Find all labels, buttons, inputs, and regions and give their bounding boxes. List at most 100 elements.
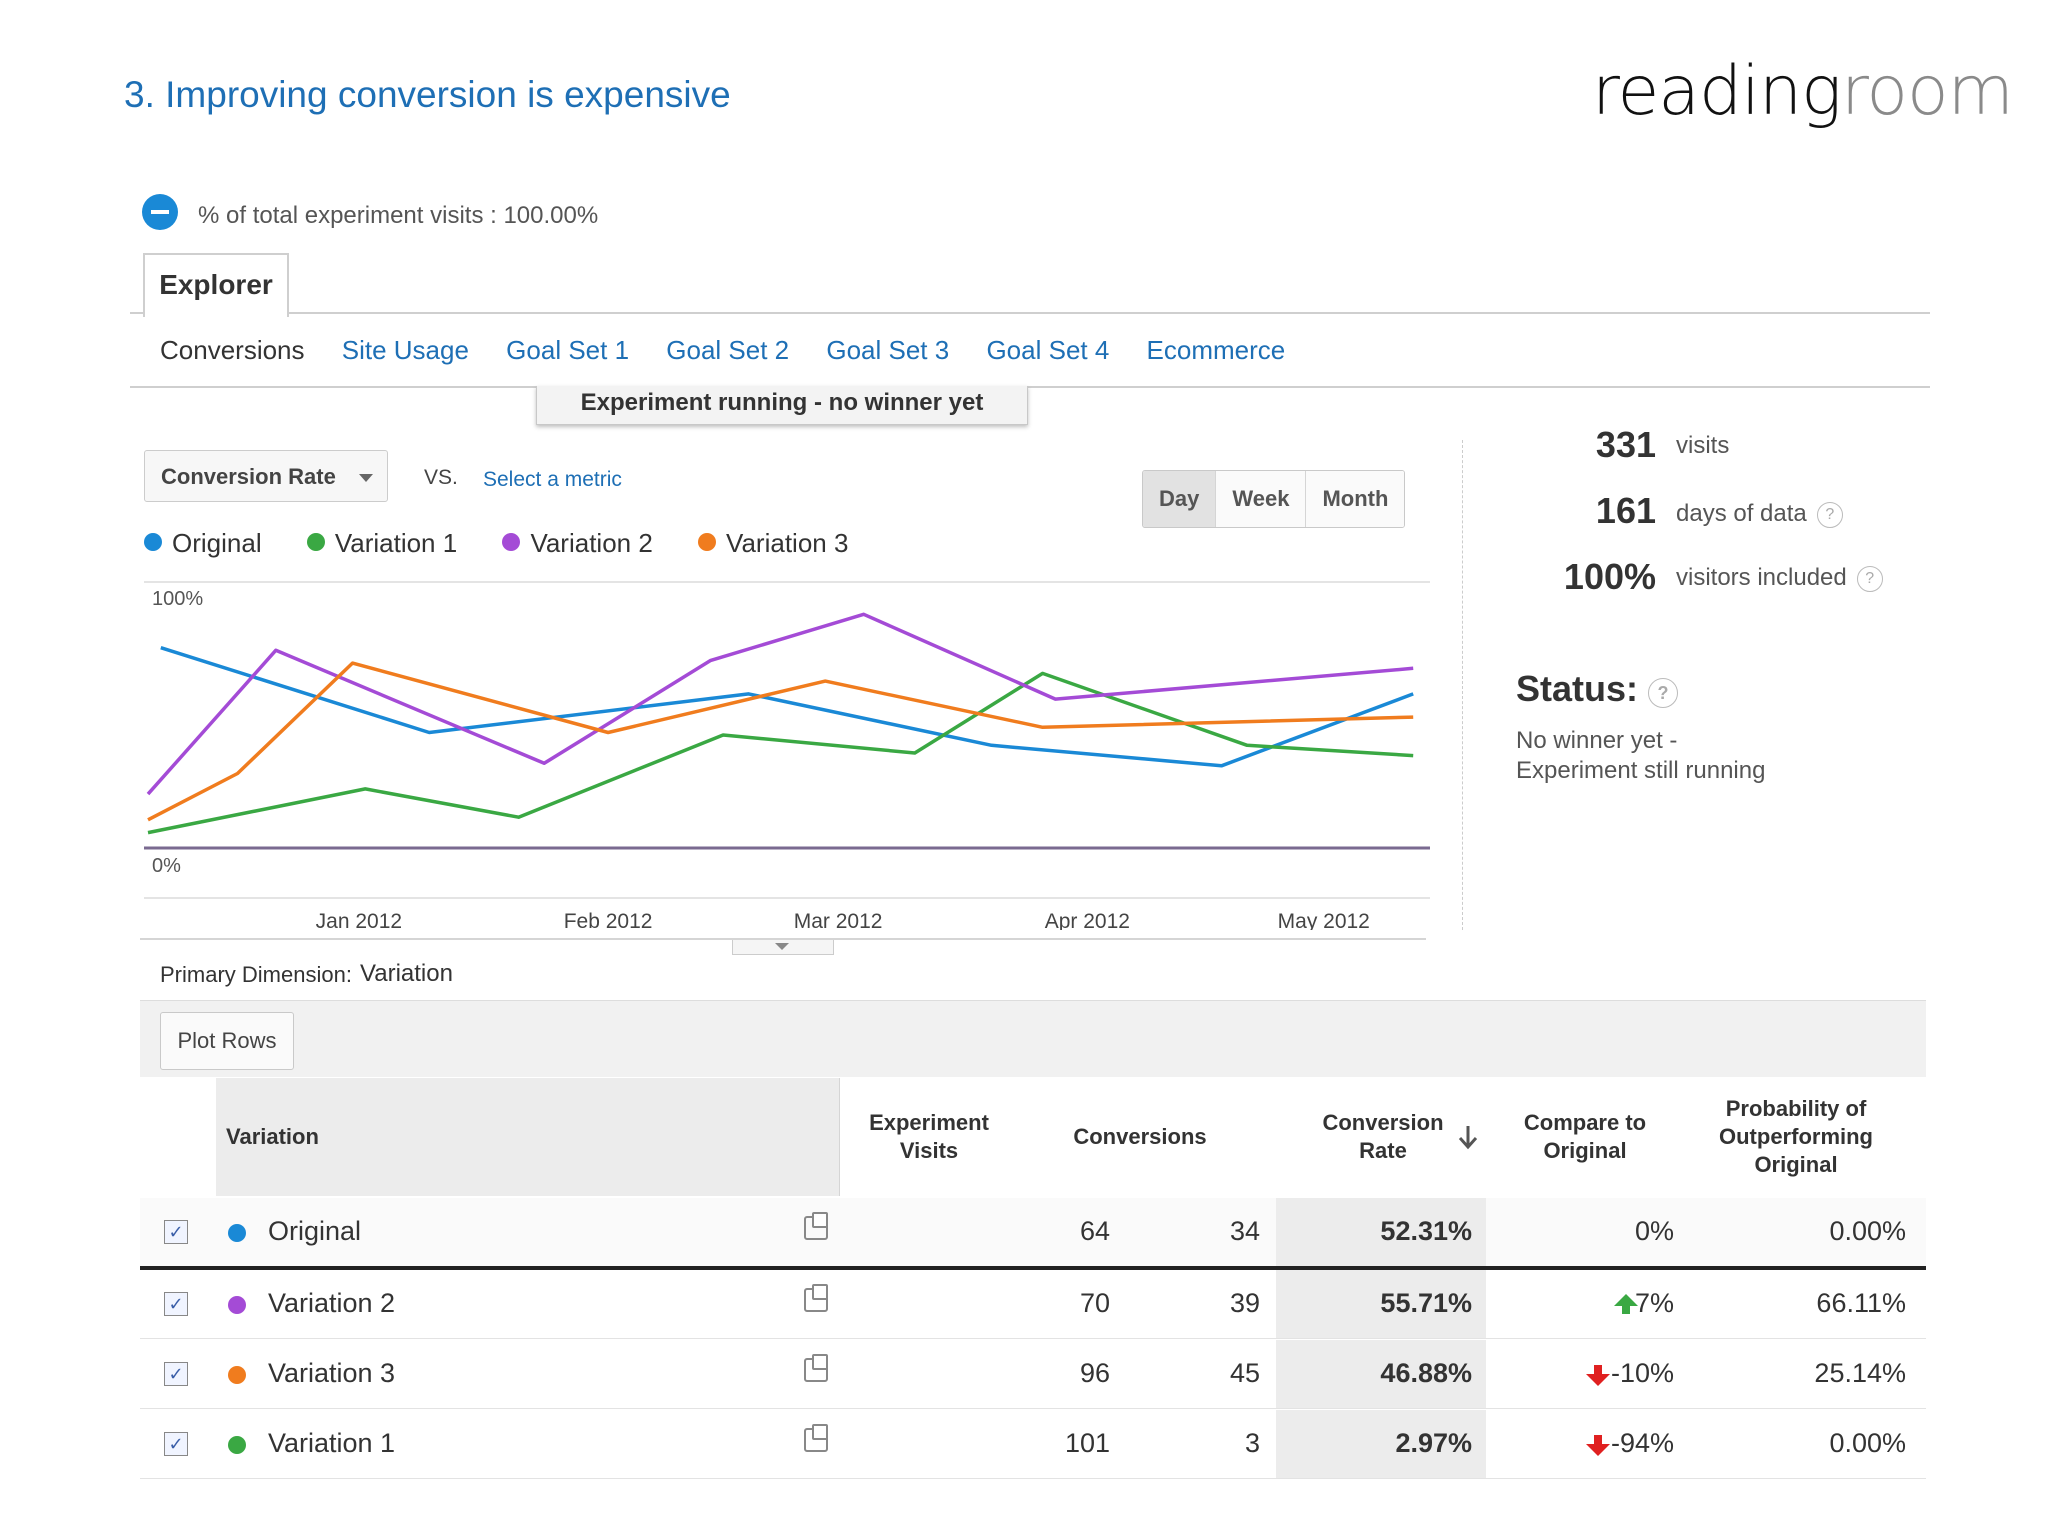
y-axis-label-bottom: 0%: [152, 855, 181, 877]
variation-name[interactable]: Variation 3: [268, 1358, 396, 1388]
status-line-1: No winner yet -: [1516, 727, 1678, 754]
row-checkbox[interactable]: ✓: [164, 1362, 188, 1386]
header-prob-line-3: Original: [1754, 1152, 1838, 1177]
status-title-text: Status:: [1516, 668, 1639, 709]
variation-color-dot: [228, 1296, 246, 1314]
variation-color-dot: [228, 1366, 246, 1384]
stats-divider: [1462, 440, 1463, 930]
trend-down-icon: [1586, 1365, 1610, 1386]
subtab-site-usage[interactable]: Site Usage: [341, 335, 469, 365]
chart-series-group: [146, 612, 1414, 835]
row-checkbox[interactable]: ✓: [164, 1432, 188, 1456]
status-heading: Status:?: [1516, 668, 1679, 710]
compare-to-original-value: 0%: [1634, 1216, 1674, 1246]
x-tick-label: Feb 2012: [564, 910, 653, 930]
subtab-ecommerce[interactable]: Ecommerce: [1146, 335, 1286, 365]
metric-dropdown-value: Conversion Rate: [161, 464, 336, 489]
trend-down-icon: [1586, 1435, 1610, 1456]
conversion-rate-value: 55.71%: [1380, 1288, 1472, 1318]
logo-part-room: room: [1840, 52, 2014, 131]
column-header-experiment-visits[interactable]: Experiment Visits: [846, 1078, 1012, 1196]
variation-color-dot: [228, 1224, 246, 1242]
row-checkbox[interactable]: ✓: [164, 1292, 188, 1316]
row-separator: [140, 1408, 1926, 1409]
header-compare-line-1: Compare to: [1523, 1110, 1647, 1135]
legend-label-variation-3: Variation 3: [726, 528, 849, 558]
metric-dropdown[interactable]: Conversion Rate: [144, 450, 388, 502]
row-separator: [140, 1266, 1926, 1270]
variation-name[interactable]: Variation 2: [268, 1288, 396, 1318]
legend-label-original: Original: [172, 528, 262, 558]
row-separator: [140, 1338, 1926, 1339]
column-header-conversions[interactable]: Conversions: [1073, 1124, 1207, 1149]
open-in-new-window-icon[interactable]: [804, 1284, 828, 1312]
subtab-conversions[interactable]: Conversions: [160, 335, 305, 365]
series-line-variation-2: [146, 612, 1414, 796]
probability-value: 66.11%: [1816, 1288, 1906, 1318]
chart-collapse-handle[interactable]: [732, 940, 834, 955]
legend-item-variation-1: Variation 1: [306, 528, 457, 559]
column-header-compare-to-original[interactable]: Compare to Original: [1496, 1078, 1674, 1196]
subtab-goal-set-4[interactable]: Goal Set 4: [986, 335, 1110, 365]
chevron-down-icon: [359, 474, 373, 482]
period-toggle-group: Day Week Month: [1142, 470, 1406, 528]
series-line-variation-3: [147, 661, 1414, 822]
header-prob-line-2: Outperforming: [1719, 1124, 1873, 1149]
trend-up-icon: [1614, 1294, 1638, 1314]
collapse-segment-icon[interactable]: [142, 194, 178, 230]
open-in-new-window-icon[interactable]: [804, 1424, 828, 1452]
column-header-conversion-rate[interactable]: Conversion Rate: [1288, 1078, 1478, 1196]
chart-bottom-border: [140, 938, 1426, 940]
y-axis-label-top: 100%: [152, 588, 203, 610]
experiment-visits-value: 101: [1064, 1428, 1110, 1458]
conversions-value: 34: [1229, 1216, 1260, 1246]
probability-value: 0.00%: [1829, 1216, 1906, 1246]
open-in-new-window-icon[interactable]: [804, 1212, 828, 1240]
column-header-variation[interactable]: Variation: [216, 1078, 840, 1196]
row-checkbox[interactable]: ✓: [164, 1220, 188, 1244]
compare-to-original-value: -94%: [1610, 1428, 1674, 1458]
select-metric-link[interactable]: Select a metric: [483, 468, 622, 491]
help-icon[interactable]: ?: [1648, 678, 1679, 708]
tab-explorer[interactable]: Explorer: [143, 253, 289, 317]
legend-item-variation-2: Variation 2: [502, 528, 653, 559]
legend-label-variation-2: Variation 2: [530, 528, 653, 558]
experiment-visits-value: 96: [1079, 1358, 1110, 1388]
header-rate-line-1: Conversion: [1322, 1110, 1444, 1135]
variation-color-dot: [228, 1436, 246, 1454]
subtab-goal-set-1[interactable]: Goal Set 1: [506, 335, 630, 365]
visitors-label-text: visitors included: [1676, 564, 1847, 591]
subtab-goal-set-3[interactable]: Goal Set 3: [826, 335, 950, 365]
legend-item-variation-3: Variation 3: [698, 528, 848, 559]
period-month-button[interactable]: Month: [1305, 471, 1405, 527]
table-row: ✓ Original 64 34 52.31% 0% 0.00%: [140, 1198, 1926, 1266]
logo-part-reading: reading: [1592, 52, 1842, 131]
conversion-rate-value: 2.97%: [1395, 1428, 1472, 1458]
variation-name[interactable]: Variation 1: [268, 1428, 396, 1458]
primary-dimension-value[interactable]: Variation: [360, 960, 453, 987]
plot-rows-button[interactable]: Plot Rows: [160, 1012, 294, 1070]
help-icon[interactable]: ?: [1816, 502, 1843, 528]
subtab-goal-set-2[interactable]: Goal Set 2: [666, 335, 790, 365]
help-icon[interactable]: ?: [1856, 566, 1883, 592]
legend-item-original: Original: [144, 528, 262, 559]
table-row: ✓ Variation 3 96 45 46.88% -10% 25.14%: [140, 1340, 1926, 1408]
open-in-new-window-icon[interactable]: [804, 1354, 828, 1382]
period-week-button[interactable]: Week: [1215, 471, 1306, 527]
compare-to-original-value: 7%: [1634, 1288, 1674, 1318]
probability-value: 25.14%: [1814, 1358, 1906, 1388]
period-day-button[interactable]: Day: [1143, 471, 1216, 527]
column-header-probability[interactable]: Probability of Outperforming Original: [1686, 1078, 1906, 1196]
header-prob-line-1: Probability of: [1725, 1096, 1867, 1121]
probability-value: 0.00%: [1829, 1428, 1906, 1458]
conversion-rate-value: 52.31%: [1380, 1216, 1472, 1246]
conversion-rate-value: 46.88%: [1380, 1358, 1472, 1388]
subtab-bar: Conversions Site Usage Goal Set 1 Goal S…: [160, 335, 1315, 366]
primary-dimension-label: Primary Dimension:: [160, 962, 352, 987]
visitors-percent: 100%: [1563, 556, 1656, 597]
variation-name[interactable]: Original: [268, 1216, 362, 1246]
segment-percentage-text: % of total experiment visits : 100.00%: [198, 202, 599, 229]
sort-descending-icon[interactable]: [1448, 1078, 1488, 1196]
conversions-value: 45: [1229, 1358, 1260, 1388]
legend-dot-original: [144, 533, 162, 551]
